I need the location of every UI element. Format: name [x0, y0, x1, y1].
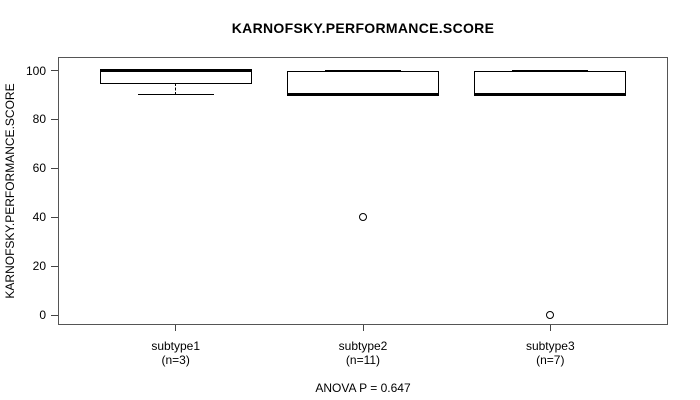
x-group-label-line2: (n=11) [345, 353, 381, 367]
x-group-label-line1: subtype2 [338, 339, 388, 353]
x-group-label: subtype2 (n=11) [293, 339, 433, 367]
x-tick [175, 325, 177, 331]
outlier-point [546, 311, 555, 319]
y-tick-label: 60 [32, 161, 46, 176]
x-group-label: subtype3 (n=7) [480, 339, 620, 367]
y-tick-label: 0 [39, 308, 46, 322]
y-tick-label: 40 [32, 210, 46, 225]
x-group-label-line2: (n=7) [536, 353, 565, 367]
x-group-label-line2: (n=3) [161, 353, 190, 367]
median-line [287, 93, 439, 97]
lower-whisker-cap [137, 94, 214, 96]
y-tick [51, 265, 58, 267]
median-line [474, 93, 627, 97]
box [474, 70, 627, 96]
median-line [99, 69, 252, 72]
chart-title: KARNOFSKY.PERFORMANCE.SCORE [231, 20, 495, 36]
y-tick [51, 118, 58, 120]
x-group-label-line1: subtype3 [525, 339, 575, 353]
lower-whisker-line [175, 82, 177, 95]
y-tick [51, 216, 58, 218]
x-tick [549, 325, 551, 331]
y-tick [51, 314, 58, 316]
x-tick [362, 325, 364, 331]
x-group-label-line1: subtype1 [151, 339, 201, 353]
y-tick-label: 100 [25, 63, 46, 78]
y-tick [51, 167, 58, 169]
plot-area [58, 57, 668, 325]
box [287, 70, 439, 96]
anova-annotation: ANOVA P = 0.647 [315, 381, 411, 395]
y-tick [51, 70, 58, 71]
outlier-point [359, 213, 367, 222]
x-group-label: subtype1 (n=3) [106, 339, 246, 367]
y-tick-label: 80 [32, 112, 46, 127]
box [99, 70, 252, 84]
y-tick-label: 20 [32, 259, 46, 274]
